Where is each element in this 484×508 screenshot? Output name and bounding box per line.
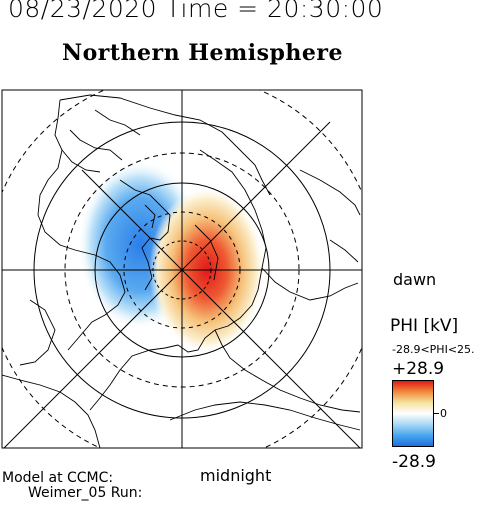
colorbar-zero-tick [434,413,439,414]
dawn-label: dawn [393,270,437,289]
colorbar-max-label: +28.9 [392,359,445,379]
meridian-diagonal-1 [81,169,361,448]
midnight-label: midnight [200,466,272,485]
meridian-diagonal-2 [3,121,331,448]
colorbar-title: PHI [kV] [390,316,459,336]
model-label: Model at CCMC: [2,470,114,486]
plot-frame [1,89,363,449]
colorbar [392,380,434,447]
colorbar-zero-label: 0 [440,407,447,420]
model-run-label: Weimer_05 Run: [28,485,143,501]
coastlines [2,94,361,448]
colorbar-range-text: -28.9<PHI<25. [392,343,475,356]
hemisphere-title: Northern Hemisphere [61,40,344,66]
date-time-header: 08/23/2020 Time = 20:30:00 [8,0,384,23]
colorbar-min-label: -28.9 [392,452,436,472]
